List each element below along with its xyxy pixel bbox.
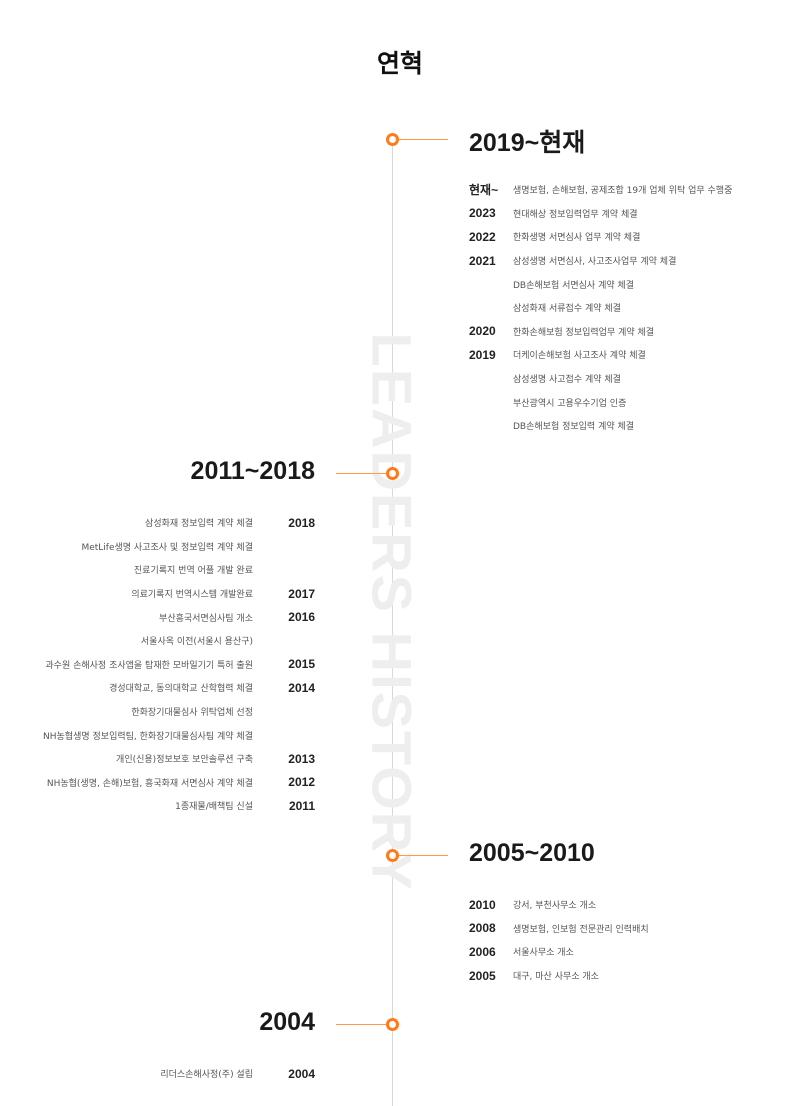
history-text: DB손해보험 서면심사 계약 체결 bbox=[513, 280, 635, 291]
history-item: 한화장기대물심사 위탁업체 선정 bbox=[43, 700, 315, 724]
period-heading: 2005~2010 bbox=[469, 839, 595, 867]
history-year: 2005 bbox=[469, 968, 496, 983]
history-text: MetLife생명 사고조사 및 정보입력 계약 체결 bbox=[81, 542, 253, 553]
history-text: 진료기록지 번역 어플 개발 완료 bbox=[133, 566, 253, 577]
history-item: 2019 더케이손해보험 사고조사 계약 체결 bbox=[469, 343, 732, 367]
history-year: 2011 bbox=[288, 798, 315, 813]
history-item: 2021 삼성생명 서면심사, 사고조사업무 계약 체결 bbox=[469, 249, 732, 273]
history-text: NH농협(생명, 손해)보험, 흥국화재 서면심사 계약 체결 bbox=[46, 778, 253, 789]
history-item: DB손해보험 서면심사 계약 체결 bbox=[469, 272, 732, 296]
connector-line bbox=[398, 139, 448, 140]
connector-line bbox=[398, 855, 448, 856]
history-item: 2011 1종재물/배책팀 신설 bbox=[43, 794, 315, 818]
history-item: 2017 의료기록지 번역시스템 개발완료 bbox=[43, 582, 315, 606]
history-text: 경성대학교, 동의대학교 산학협력 체결 bbox=[109, 684, 253, 695]
history-item: 삼성생명 사고접수 계약 체결 bbox=[469, 367, 732, 391]
history-year: 2014 bbox=[288, 680, 315, 695]
history-text: 대구, 마산 사무소 개소 bbox=[513, 972, 599, 983]
history-year: 2015 bbox=[288, 657, 315, 672]
history-year: 2012 bbox=[288, 775, 315, 790]
history-item: 2010 강서, 부천사무소 개소 bbox=[469, 893, 649, 917]
period-heading: 2019~현재 bbox=[469, 129, 586, 157]
history-year: 2023 bbox=[469, 206, 496, 221]
history-item: 2018 삼성화재 정보입력 계약 체결 bbox=[43, 511, 315, 535]
history-year: 2006 bbox=[469, 944, 496, 959]
history-item: 부산광역시 고용우수기업 인증 bbox=[469, 390, 732, 414]
history-item: 2012 NH농협(생명, 손해)보험, 흥국화재 서면심사 계약 체결 bbox=[43, 771, 315, 795]
history-text: 개인(신용)정보보호 보안솔루션 구축 bbox=[116, 755, 253, 766]
history-item: MetLife생명 사고조사 및 정보입력 계약 체결 bbox=[43, 535, 315, 559]
history-year: 2016 bbox=[288, 610, 315, 625]
history-text: DB손해보험 정보입력 계약 체결 bbox=[513, 422, 635, 433]
history-text: 한화생명 서면심사 업무 계약 체결 bbox=[513, 233, 641, 244]
history-text: 더케이손해보험 사고조사 계약 체결 bbox=[513, 351, 646, 362]
period-heading: 2004 bbox=[259, 1008, 315, 1036]
history-item: 2006 서울사무소 개소 bbox=[469, 940, 649, 964]
history-list: 2010 강서, 부천사무소 개소 2008 생명보험, 인보험 전문관리 인력배치 2… bbox=[469, 893, 649, 987]
history-item: NH농협생명 정보입력팀, 한화장기대물심사팀 계약 체결 bbox=[43, 723, 315, 747]
history-text: 강서, 부천사무소 개소 bbox=[513, 901, 597, 912]
history-text: 1종재물/배책팀 신설 bbox=[175, 802, 253, 813]
history-item: 2008 생명보험, 인보험 전문관리 인력배치 bbox=[469, 917, 649, 941]
history-list: 2004 리더스손해사정(주) 설립 bbox=[160, 1062, 315, 1086]
history-text: 생명보험, 인보험 전문관리 인력배치 bbox=[513, 924, 649, 935]
timeline-dot bbox=[386, 467, 399, 480]
history-item: 2005 대구, 마산 사무소 개소 bbox=[469, 964, 649, 988]
history-item: 삼성화재 서류접수 계약 체결 bbox=[469, 296, 732, 320]
history-item: 2013 개인(신용)정보보호 보안솔루션 구축 bbox=[43, 747, 315, 771]
history-year: 2020 bbox=[469, 324, 496, 339]
history-item: 현재~ 생명보험, 손해보험, 공제조합 19개 업체 위탁 업무 수행중 bbox=[469, 178, 732, 202]
history-text: 서울사옥 이전(서울시 용산구) bbox=[140, 637, 253, 648]
history-text: 생명보험, 손해보험, 공제조합 19개 업체 위탁 업무 수행중 bbox=[513, 186, 733, 197]
history-year: 2019 bbox=[469, 347, 496, 362]
history-year: 2013 bbox=[288, 751, 315, 766]
history-item: 2016 부산흥국서면심사팀 개소 bbox=[43, 605, 315, 629]
connector-line bbox=[336, 1024, 386, 1025]
history-text: 리더스손해사정(주) 설립 bbox=[160, 1070, 253, 1081]
history-year: 현재~ bbox=[469, 183, 499, 198]
history-text: 한화장기대물심사 위탁업체 선정 bbox=[131, 708, 253, 719]
history-text: 부산광역시 고용우수기업 인증 bbox=[513, 398, 627, 409]
page-title: 연혁 bbox=[376, 49, 423, 78]
watermark: LEADERS HISTORY bbox=[360, 332, 424, 892]
timeline-dot bbox=[386, 849, 399, 862]
history-list: 2018 삼성화재 정보입력 계약 체결 MetLife생명 사고조사 및 정보입력… bbox=[43, 511, 315, 818]
history-item: 서울사옥 이전(서울시 용산구) bbox=[43, 629, 315, 653]
history-year: 2022 bbox=[469, 229, 496, 244]
history-text: 삼성화재 서류접수 계약 체결 bbox=[513, 304, 621, 315]
history-list: 현재~ 생명보험, 손해보험, 공제조합 19개 업체 위탁 업무 수행중 2023… bbox=[469, 178, 732, 438]
history-item: 2004 리더스손해사정(주) 설립 bbox=[160, 1062, 315, 1086]
period-heading: 2011~2018 bbox=[190, 457, 315, 485]
history-text: 의료기록지 번역시스템 개발완료 bbox=[131, 590, 253, 601]
history-text: 삼성생명 서면심사, 사고조사업무 계약 체결 bbox=[513, 257, 677, 268]
history-text: NH농협생명 정보입력팀, 한화장기대물심사팀 계약 체결 bbox=[43, 731, 253, 742]
timeline-dot bbox=[386, 133, 399, 146]
history-text: 삼성생명 사고접수 계약 체결 bbox=[513, 375, 621, 386]
history-text: 서울사무소 개소 bbox=[513, 948, 574, 959]
history-item: 2022 한화생명 서면심사 업무 계약 체결 bbox=[469, 225, 732, 249]
history-year: 2018 bbox=[288, 515, 315, 530]
history-year: 2010 bbox=[469, 897, 496, 912]
history-item: 2014 경성대학교, 동의대학교 산학협력 체결 bbox=[43, 676, 315, 700]
history-item: 진료기록지 번역 어플 개발 완료 bbox=[43, 558, 315, 582]
history-year: 2008 bbox=[469, 921, 496, 936]
history-year: 2004 bbox=[288, 1066, 315, 1081]
history-item: 2020 한화손해보험 정보입력업무 계약 체결 bbox=[469, 320, 732, 344]
timeline-dot bbox=[386, 1018, 399, 1031]
history-year: 2017 bbox=[288, 586, 315, 601]
history-item: 2015 과수원 손해사정 조사앱을 탑재한 모바일기기 특허 출원 bbox=[43, 653, 315, 677]
history-text: 삼성화재 정보입력 계약 체결 bbox=[145, 519, 253, 530]
connector-line bbox=[336, 473, 386, 474]
history-text: 한화손해보험 정보입력업무 계약 체결 bbox=[513, 327, 655, 338]
history-text: 현대해상 정보입력업무 계약 체결 bbox=[513, 209, 638, 220]
history-text: 과수원 손해사정 조사앱을 탑재한 모바일기기 특허 출원 bbox=[45, 660, 253, 671]
history-item: DB손해보험 정보입력 계약 체결 bbox=[469, 414, 732, 438]
history-item: 2023 현대해상 정보입력업무 계약 체결 bbox=[469, 202, 732, 226]
history-year: 2021 bbox=[469, 253, 496, 268]
timeline-line bbox=[392, 146, 393, 1106]
history-text: 부산흥국서면심사팀 개소 bbox=[159, 613, 253, 624]
